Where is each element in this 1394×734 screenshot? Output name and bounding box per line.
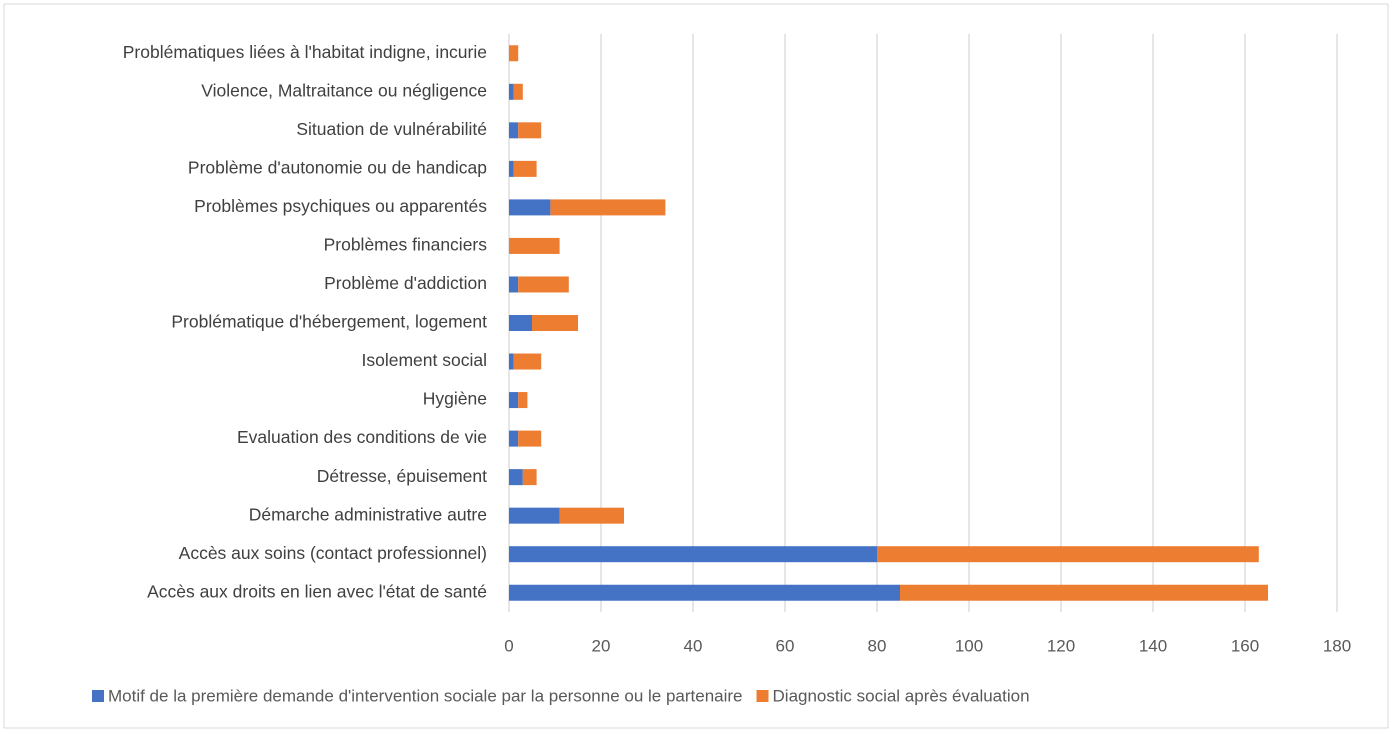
- bar: [518, 430, 542, 447]
- y-tick-label: Situation de vulnérabilité: [296, 119, 487, 139]
- y-tick-label: Violence, Maltraitance ou négligence: [201, 80, 487, 100]
- bar: [509, 353, 514, 370]
- y-tick-label: Problème d'autonomie ou de handicap: [188, 157, 487, 177]
- legend-label: Diagnostic social après évaluation: [773, 686, 1030, 705]
- bar: [513, 83, 523, 100]
- bar: [518, 392, 528, 409]
- bar: [509, 546, 877, 563]
- legend-swatch: [756, 690, 769, 702]
- legend-swatch: [92, 690, 104, 702]
- x-tick-label: 0: [504, 636, 513, 655]
- bar: [518, 276, 569, 293]
- chart-border: [3, 3, 1389, 729]
- y-tick-label: Isolement social: [362, 350, 487, 370]
- y-tick-label: Evaluation des conditions de vie: [237, 427, 487, 447]
- x-tick-label: 60: [776, 636, 795, 655]
- y-tick-label: Hygiène: [423, 389, 487, 409]
- bar: [509, 122, 519, 139]
- x-tick-label: 40: [684, 636, 703, 655]
- x-tick-label: 20: [592, 636, 611, 655]
- x-tick-label: 140: [1139, 636, 1167, 655]
- bar: [513, 160, 537, 177]
- x-tick-label: 100: [955, 636, 983, 655]
- x-tick-label: 180: [1323, 636, 1351, 655]
- y-tick-label: Problématique d'hébergement, logement: [171, 312, 487, 332]
- y-tick-label: Problèmes financiers: [324, 235, 488, 255]
- x-tick-label: 120: [1047, 636, 1075, 655]
- bar: [509, 237, 560, 254]
- y-tick-label: Problème d'addiction: [324, 273, 487, 293]
- bar: [509, 199, 551, 216]
- x-tick-label: 80: [868, 636, 887, 655]
- bar: [550, 199, 666, 216]
- bar: [509, 315, 532, 331]
- bar: [509, 45, 519, 62]
- bar: [509, 469, 523, 486]
- bar: [509, 276, 519, 293]
- bar: [509, 160, 514, 177]
- bar: [900, 584, 1268, 601]
- bar: [518, 122, 542, 139]
- bar: [509, 392, 519, 409]
- legend-label: Motif de la première demande d'intervent…: [108, 686, 743, 705]
- bar: [509, 83, 514, 100]
- x-tick-label: 160: [1231, 636, 1259, 655]
- y-tick-label: Démarche administrative autre: [249, 504, 487, 524]
- y-tick-label: Accès aux droits en lien avec l'état de …: [147, 581, 487, 601]
- bar: [877, 546, 1259, 563]
- bar: [522, 469, 537, 486]
- y-tick-label: Problématiques liées à l'habitat indigne…: [123, 42, 487, 62]
- bar: [532, 315, 578, 331]
- bar: [509, 430, 519, 447]
- bar: [513, 353, 542, 370]
- bar: [509, 507, 560, 524]
- y-tick-label: Détresse, épuisement: [317, 466, 487, 486]
- bar: [509, 584, 900, 601]
- y-tick-label: Problèmes psychiques ou apparentés: [194, 196, 487, 216]
- bar: [559, 507, 624, 524]
- y-tick-label: Accès aux soins (contact professionnel): [179, 543, 487, 563]
